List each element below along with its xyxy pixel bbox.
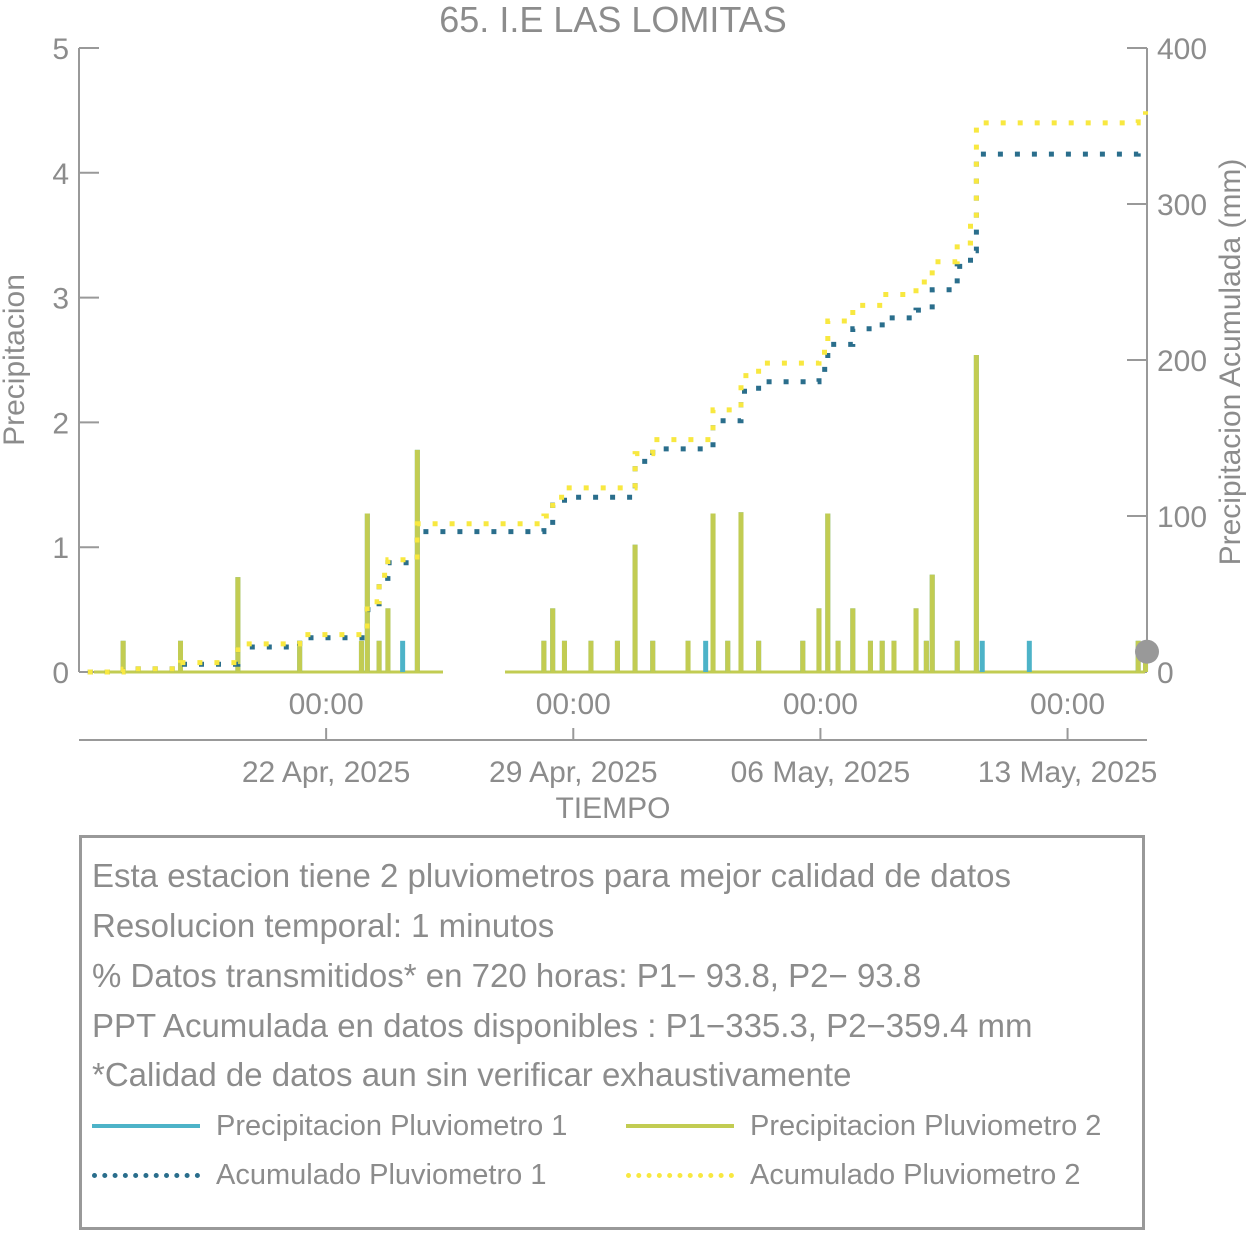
x-tick-time-label: 00:00 bbox=[1030, 688, 1105, 721]
y-right-tick-label: 300 bbox=[1157, 189, 1207, 222]
bar-p2 bbox=[650, 640, 656, 672]
y-left-tick-label: 2 bbox=[52, 407, 69, 440]
x-tick-date-label: 29 Apr, 2025 bbox=[489, 756, 658, 789]
bar-p2 bbox=[541, 640, 547, 672]
legend-swatch-p2-precip bbox=[626, 1124, 734, 1128]
y-left-tick-label: 1 bbox=[52, 532, 69, 565]
legend-item-p1-cum: Acumulado Pluviometro 1 bbox=[92, 1155, 546, 1195]
bar-p2 bbox=[297, 640, 303, 672]
y-left-tick-label: 4 bbox=[52, 158, 69, 191]
end-marker bbox=[1135, 639, 1159, 664]
y-left-tick-label: 0 bbox=[52, 657, 69, 690]
bar-p2 bbox=[725, 640, 731, 672]
bar-p2 bbox=[867, 640, 873, 672]
axes bbox=[78, 47, 1148, 741]
bar-p2 bbox=[710, 513, 716, 672]
legend-swatch-p2-cum bbox=[626, 1172, 734, 1178]
bar-p2 bbox=[358, 640, 364, 672]
cumulative-line-p2 bbox=[87, 111, 1148, 675]
y-right-tick-label: 100 bbox=[1157, 501, 1207, 534]
bar-p1 bbox=[703, 640, 709, 672]
x-tick-date-label: 22 Apr, 2025 bbox=[242, 756, 411, 789]
legend-label-p2-cum: Acumulado Pluviometro 2 bbox=[750, 1158, 1081, 1191]
legend-item-p1-precip: Precipitacion Pluviometro 1 bbox=[92, 1106, 567, 1146]
legend-swatch-p1-cum bbox=[92, 1172, 200, 1178]
x-axis-title: TIEMPO bbox=[555, 792, 670, 825]
bar-p2 bbox=[632, 544, 638, 672]
info-line-resolution: Resolucion temporal: 1 minutos bbox=[92, 907, 555, 944]
bar-p2 bbox=[756, 640, 762, 672]
legend-item-p2-cum: Acumulado Pluviometro 2 bbox=[626, 1155, 1080, 1195]
bar-p2 bbox=[825, 513, 831, 672]
y-right-tick-label: 0 bbox=[1157, 657, 1174, 690]
x-tick-date-label: 13 May, 2025 bbox=[978, 756, 1158, 789]
x-tick-time-label: 00:00 bbox=[289, 688, 364, 721]
y-left-tick-label: 3 bbox=[52, 283, 69, 316]
bar-p2 bbox=[120, 640, 126, 672]
bar-p2 bbox=[973, 355, 979, 672]
bar-p2 bbox=[414, 449, 420, 672]
rainfall-chart: 65. I.E LAS LOMITAS TIEMPO Precipitacion… bbox=[0, 0, 1247, 825]
bar-p2 bbox=[891, 640, 897, 672]
tick-labels: 0 1 2 3 4 5 0 100 200 300 400 00:00 22 Apr, 2025 00:0… bbox=[52, 33, 1207, 789]
bar-p2 bbox=[800, 640, 806, 672]
y-left-tick-label: 5 bbox=[52, 33, 69, 66]
bar-p2 bbox=[835, 640, 841, 672]
bar-p1 bbox=[1026, 640, 1032, 672]
legend-swatch-p1-precip bbox=[92, 1124, 200, 1128]
info-line-accumulated: PPT Acumulada en datos disponibles : P1−… bbox=[92, 1007, 1033, 1044]
end-marker-dot bbox=[1135, 639, 1159, 664]
cumulative-line-p1 bbox=[87, 148, 1148, 675]
legend-item-p2-precip: Precipitacion Pluviometro 2 bbox=[626, 1106, 1101, 1146]
bar-p2 bbox=[850, 608, 856, 672]
bar-p2 bbox=[376, 640, 382, 672]
bar-p2 bbox=[913, 608, 919, 672]
chart-title: 65. I.E LAS LOMITAS bbox=[439, 0, 786, 40]
bar-p1 bbox=[979, 640, 985, 672]
info-line-transmitted: % Datos transmitidos* en 720 horas: P1− … bbox=[92, 957, 922, 994]
legend-label-p1-cum: Acumulado Pluviometro 1 bbox=[216, 1158, 547, 1191]
bar-p2 bbox=[816, 608, 822, 672]
info-line-stations: Esta estacion tiene 2 pluviometros para … bbox=[92, 857, 1012, 894]
bar-p2 bbox=[614, 640, 620, 672]
x-tick-date-label: 06 May, 2025 bbox=[731, 756, 911, 789]
bar-p2 bbox=[738, 512, 744, 672]
y-left-axis-title: Precipitacion bbox=[0, 274, 31, 446]
bar-p2 bbox=[385, 608, 391, 672]
bar-p2 bbox=[235, 577, 241, 672]
info-line-quality-note: *Calidad de datos aun sin verificar exha… bbox=[92, 1056, 852, 1093]
y-right-axis-title: Precipitacion Acumulada (mm) bbox=[1214, 159, 1247, 566]
bar-p2 bbox=[929, 574, 935, 672]
bar-p2 bbox=[879, 640, 885, 672]
bar-p2 bbox=[178, 640, 184, 672]
bar-p2 bbox=[588, 640, 594, 672]
bar-p2 bbox=[685, 640, 691, 672]
x-tick-time-label: 00:00 bbox=[783, 688, 858, 721]
bar-p2 bbox=[561, 640, 567, 672]
legend-label-p1-precip: Precipitacion Pluviometro 1 bbox=[216, 1109, 568, 1142]
info-box: Esta estacion tiene 2 pluviometros para … bbox=[79, 835, 1145, 1230]
legend-label-p2-precip: Precipitacion Pluviometro 2 bbox=[750, 1109, 1102, 1142]
y-right-tick-label: 400 bbox=[1157, 33, 1207, 66]
cumulative-series bbox=[87, 111, 1148, 675]
y-right-tick-label: 200 bbox=[1157, 345, 1207, 378]
bar-p2 bbox=[550, 608, 556, 672]
bar-p2 bbox=[364, 513, 370, 672]
bar-p1 bbox=[400, 640, 406, 672]
bar-p2 bbox=[923, 640, 929, 672]
bar-series bbox=[94, 355, 1149, 674]
bar-p2 bbox=[954, 640, 960, 672]
x-tick-time-label: 00:00 bbox=[536, 688, 611, 721]
